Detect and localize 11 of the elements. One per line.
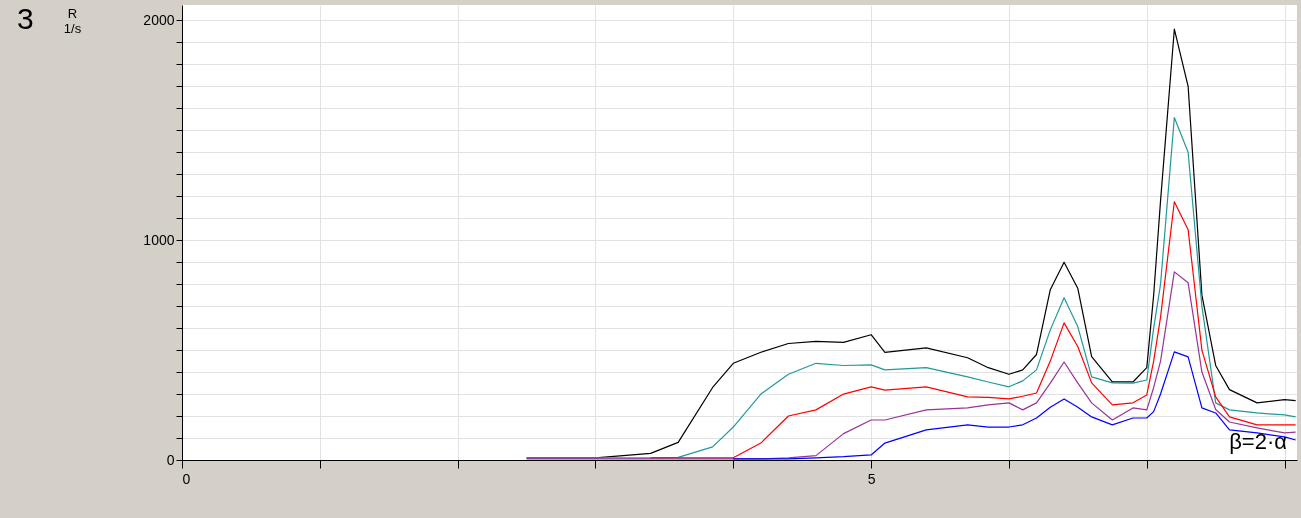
line-series	[525, 271, 1297, 460]
line-series	[732, 351, 1297, 460]
y-tick-label: 2000	[143, 11, 175, 28]
y-tick-label: 0	[166, 451, 175, 468]
annotation: β=2·α	[1229, 429, 1288, 454]
y-axis-title: R 1/s	[63, 5, 82, 36]
y-tick-label: 1000	[143, 231, 175, 248]
line-series	[525, 116, 1297, 459]
text: 3	[17, 2, 34, 35]
x-tick-label: 5	[867, 470, 876, 487]
line-series	[650, 201, 1297, 459]
